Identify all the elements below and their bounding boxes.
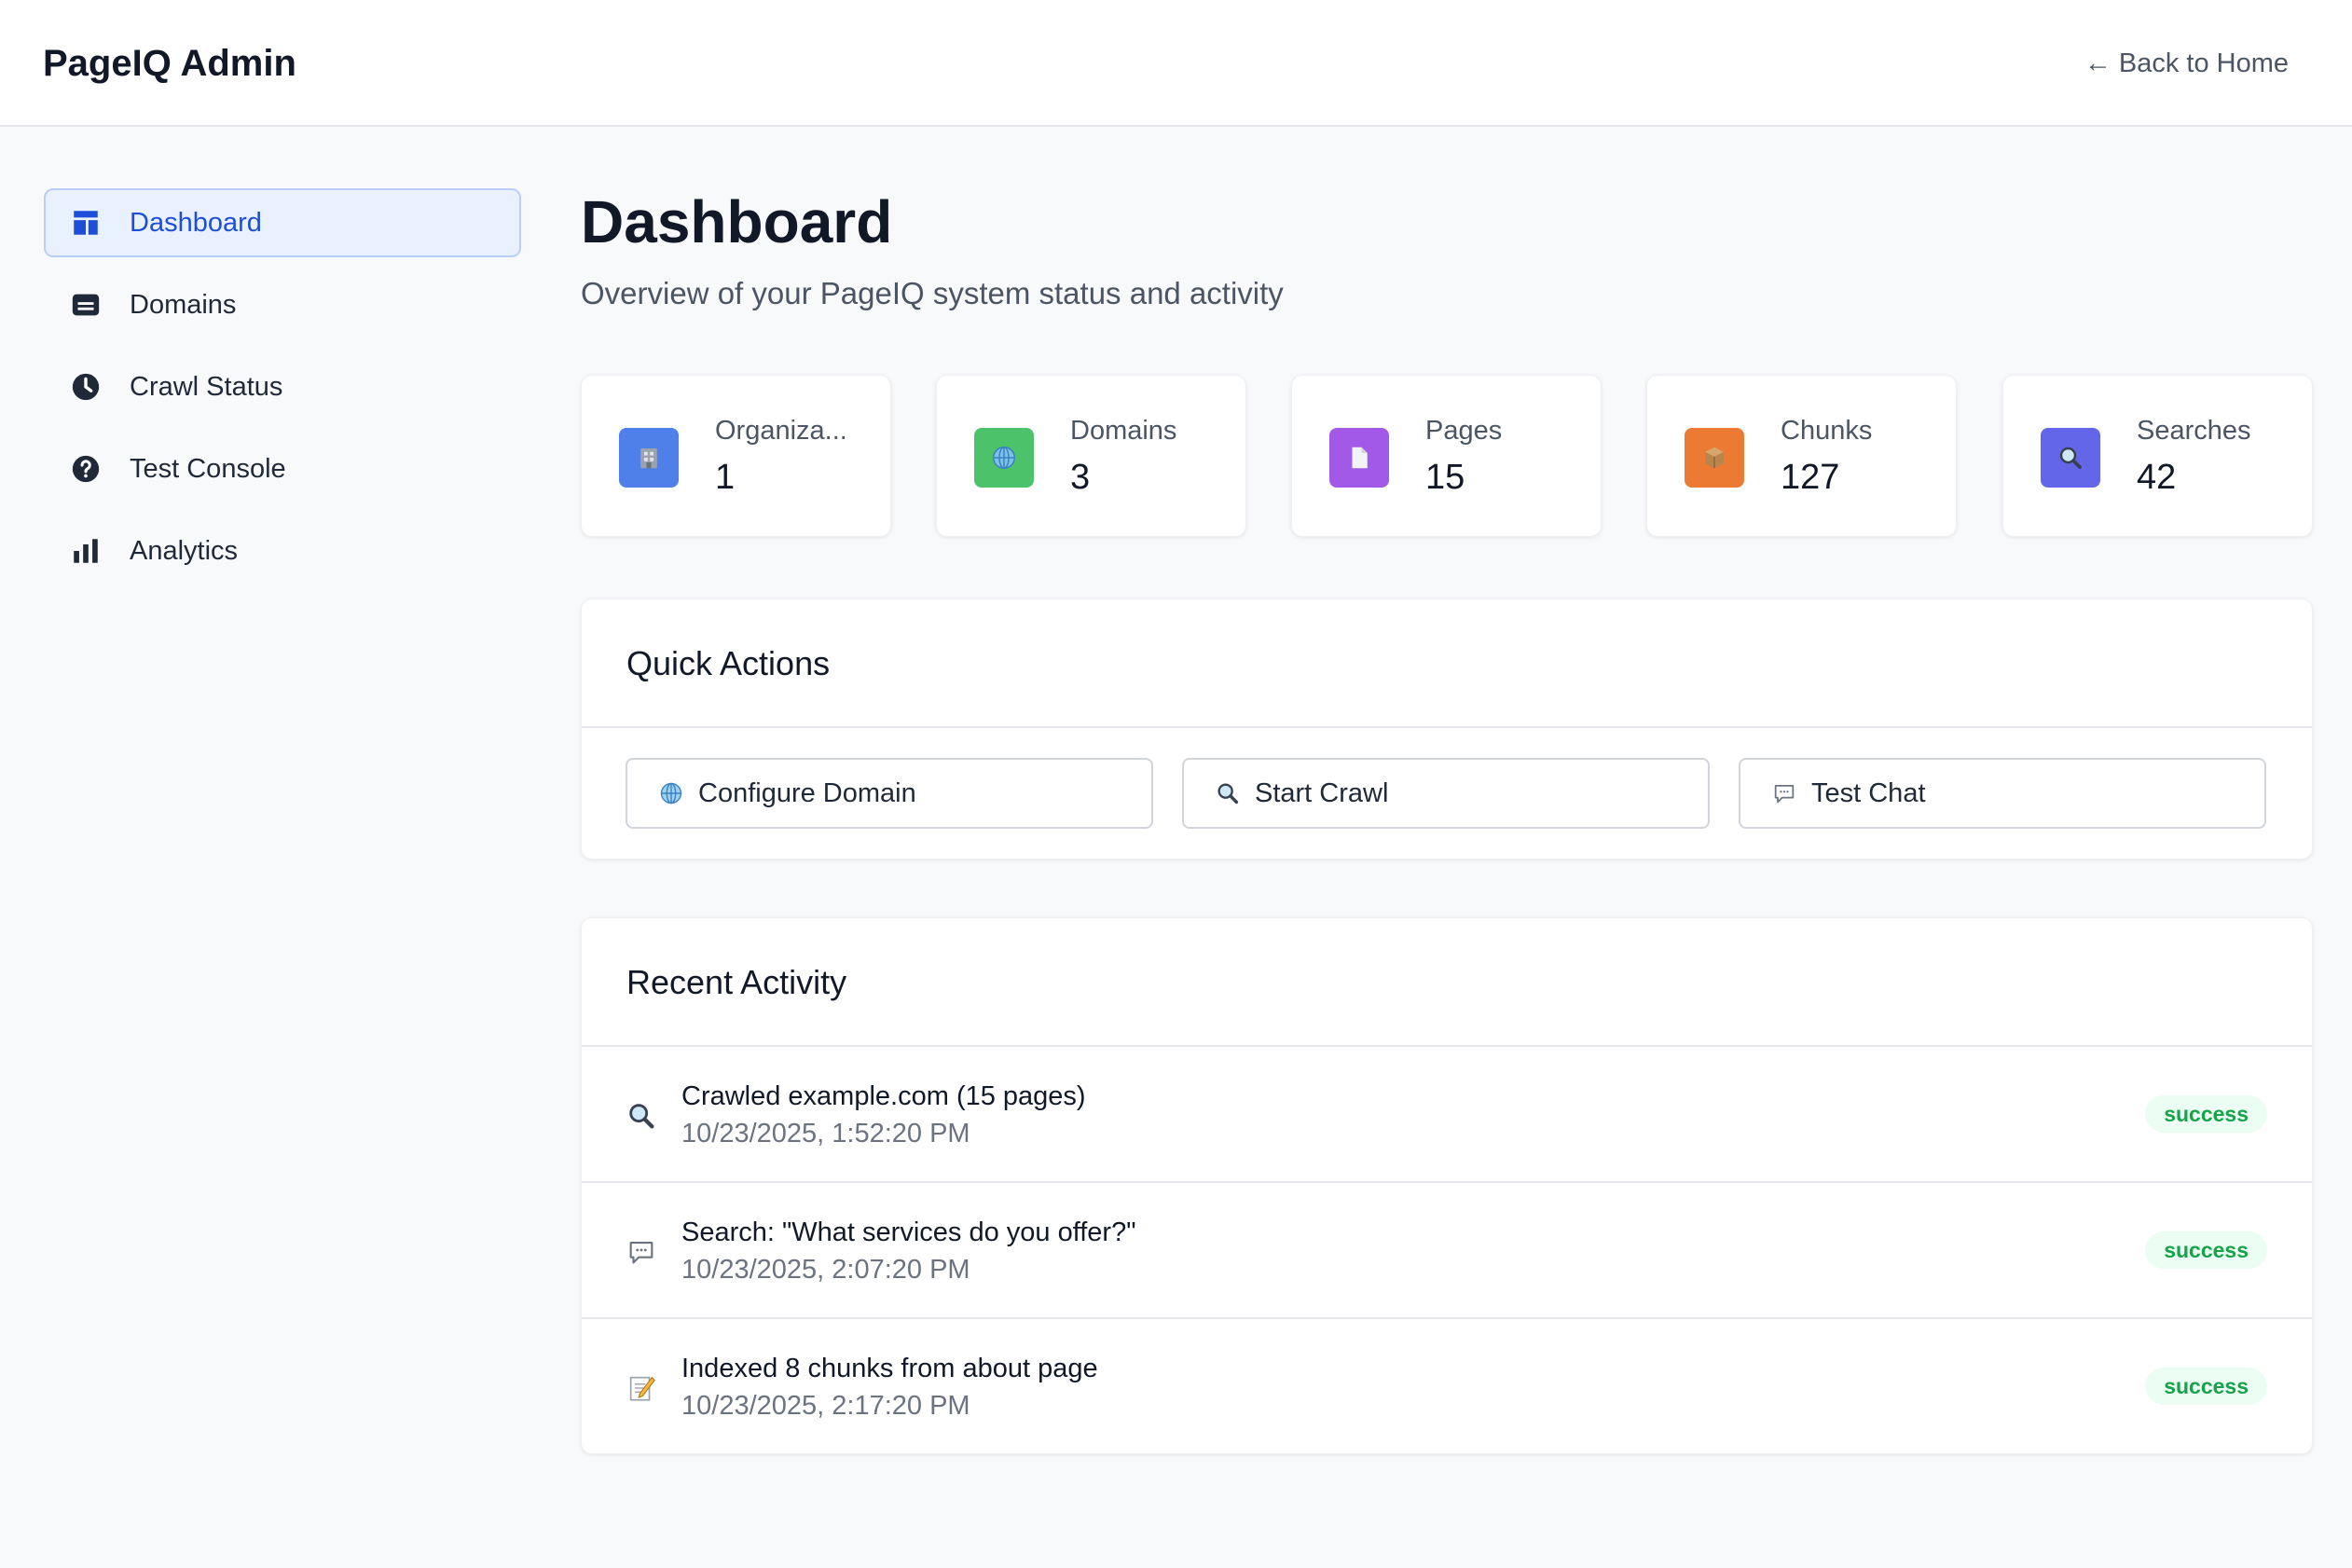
button-label: Test Chat [1811,777,1926,808]
sidebar-item-label: Crawl Status [130,371,283,402]
page-icon [1329,428,1389,488]
stat-label: Organiza... [715,416,847,446]
activity-time: 10/23/2025, 2:17:20 PM [681,1391,970,1421]
quick-actions-panel: Quick Actions Configure Domain Start Cra… [581,598,2313,860]
speech-bubble-icon [1770,779,1798,807]
stat-card-domains: Domains 3 [936,375,1246,537]
recent-activity-panel: Recent Activity Crawled example.com (15 … [581,917,2313,1454]
activity-time: 10/23/2025, 1:52:20 PM [681,1119,970,1148]
clock-icon [70,371,102,403]
page-subtitle: Overview of your PageIQ system status an… [581,276,1284,310]
building-icon [619,428,679,488]
configure-domain-button[interactable]: Configure Domain [626,758,1153,829]
stat-card-pages: Pages 15 [1291,375,1602,537]
globe-icon [657,779,685,807]
status-badge: success [2145,1368,2267,1405]
stat-value: 1 [715,458,736,497]
back-to-home-link[interactable]: ← Back to Home [2084,48,2289,78]
button-label: Start Crawl [1255,777,1389,808]
sidebar-item-label: Analytics [130,535,239,566]
activity-time: 10/23/2025, 2:07:20 PM [681,1255,970,1285]
activity-title: Crawled example.com (15 pages) [681,1081,1086,1111]
stats-row: Organiza... 1 Domains 3 Pages 15 Chunks … [581,375,2313,537]
magnifier-icon [625,1099,658,1133]
speech-bubble-icon [625,1235,658,1269]
magnifier-icon [1214,779,1242,807]
globe-icon [974,428,1034,488]
list-item: Crawled example.com (15 pages) 10/23/202… [582,1047,2312,1183]
bar-chart-icon [70,535,102,567]
activity-title: Search: "What services do you offer?" [681,1217,1136,1247]
main-content: Dashboard Overview of your PageIQ system… [581,186,2313,1454]
test-chat-button[interactable]: Test Chat [1739,758,2266,829]
stat-card-organizations: Organiza... 1 [581,375,891,537]
stat-value: 15 [1425,458,1465,497]
stat-value: 3 [1070,458,1091,497]
activity-list: Crawled example.com (15 pages) 10/23/202… [582,1047,2312,1455]
stat-value: 127 [1781,458,1840,497]
list-item: Search: "What services do you offer?" 10… [582,1183,2312,1319]
list-item: Indexed 8 chunks from about page 10/23/2… [582,1319,2312,1455]
stat-label: Chunks [1781,416,1873,446]
panel-header: Recent Activity [582,918,2312,1047]
sidebar-item-dashboard[interactable]: Dashboard [44,188,521,257]
sidebar-item-analytics[interactable]: Analytics [44,516,521,585]
sidebar: Dashboard Domains Crawl Status Test Cons… [44,188,521,598]
quick-actions-title: Quick Actions [626,644,831,682]
stat-card-searches: Searches 42 [2002,375,2313,537]
status-badge: success [2145,1231,2267,1269]
status-badge: success [2145,1095,2267,1133]
sidebar-item-domains[interactable]: Domains [44,270,521,339]
memo-icon [625,1371,658,1405]
quick-actions-body: Configure Domain Start Crawl Test Chat [582,728,2312,859]
package-icon [1685,428,1744,488]
stat-label: Pages [1425,416,1503,446]
sidebar-item-crawl-status[interactable]: Crawl Status [44,352,521,421]
sidebar-item-label: Dashboard [130,207,262,238]
stat-label: Domains [1070,416,1177,446]
stat-card-chunks: Chunks 127 [1646,375,1957,537]
sidebar-item-test-console[interactable]: Test Console [44,434,521,503]
card-icon [70,289,102,321]
app-title: PageIQ Admin [43,43,296,84]
start-crawl-button[interactable]: Start Crawl [1182,758,1710,829]
help-circle-icon [70,453,102,485]
activity-title: Indexed 8 chunks from about page [681,1354,1098,1383]
stat-label: Searches [2137,416,2251,446]
sidebar-item-label: Domains [130,289,237,320]
button-label: Configure Domain [698,777,916,808]
page-title: Dashboard [581,188,893,255]
magnifier-icon [2041,428,2100,488]
recent-activity-title: Recent Activity [626,963,847,1001]
panel-header: Quick Actions [582,599,2312,728]
stat-value: 42 [2137,458,2177,497]
top-bar: PageIQ Admin ← Back to Home [0,0,2352,127]
sidebar-item-label: Test Console [130,453,286,484]
layout-icon [70,207,102,239]
